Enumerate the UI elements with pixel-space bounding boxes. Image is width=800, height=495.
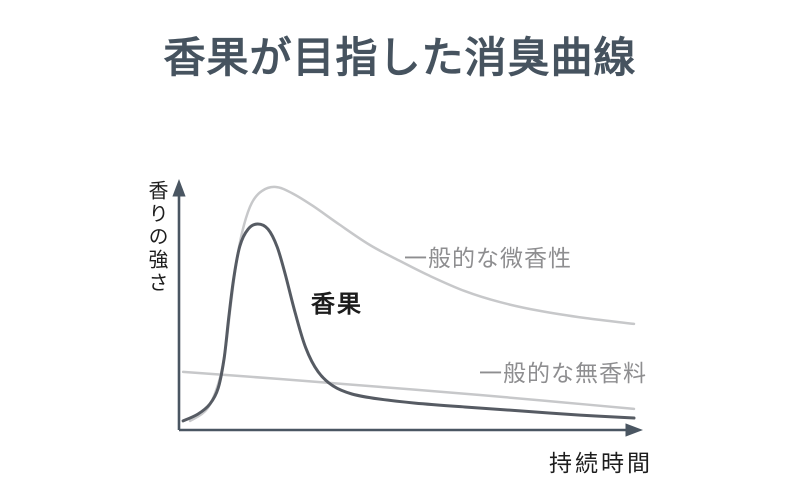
curve-2 [181, 222, 636, 423]
x-axis-label: 持続時間 [549, 450, 653, 476]
curve-1 [181, 370, 636, 411]
page-title: 香果が目指した消臭曲線 [163, 36, 637, 82]
series-label-kouka: 香果 [311, 291, 363, 318]
y-axis-arrow-icon [172, 179, 186, 197]
series-label-mild-fragrance: 一般的な微香性 [404, 245, 572, 271]
y-axis-label: 香りの強さ [145, 180, 167, 295]
series-label-unscented: 一般的な無香料 [479, 360, 647, 386]
x-axis-arrow-icon [625, 423, 643, 437]
